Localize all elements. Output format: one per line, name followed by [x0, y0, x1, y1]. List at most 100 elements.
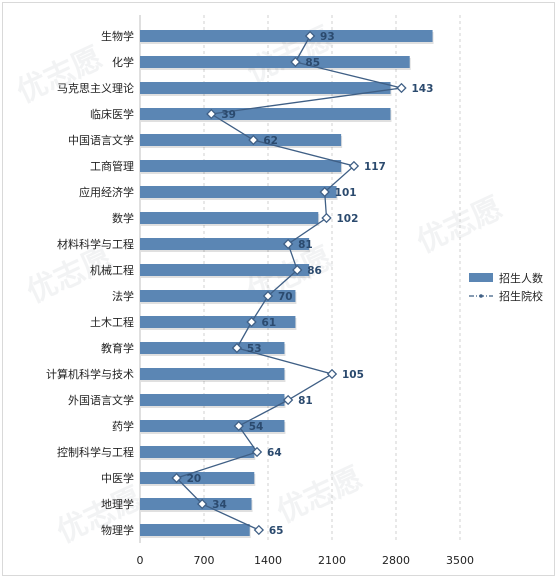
- legend-label-line: 招生院校: [499, 289, 543, 303]
- line-point-5: [348, 160, 360, 172]
- bar-line-chart: 优志愿优志愿优志愿优志愿优志愿优志愿优志愿 938514339621171011…: [12, 15, 543, 567]
- data-label-0: 93: [320, 31, 335, 43]
- category-label-2: 马克思主义理论: [57, 81, 134, 95]
- bar-10: [140, 290, 296, 302]
- tick-label-5: 3500: [446, 554, 474, 567]
- tick-label-4: 2800: [382, 554, 410, 567]
- data-label-14: 81: [298, 395, 313, 407]
- category-label-5: 工商管理: [90, 159, 134, 173]
- category-label-16: 控制科学与工程: [57, 445, 134, 459]
- data-label-4: 62: [263, 135, 278, 147]
- bar-19: [140, 524, 250, 536]
- category-label-0: 生物学: [101, 29, 134, 43]
- bar-14: [140, 394, 285, 406]
- line-point-3: [206, 108, 217, 120]
- line-point-14: [282, 394, 294, 406]
- data-label-15: 54: [249, 421, 264, 433]
- legend-marker-line: [479, 294, 483, 298]
- bar-11: [140, 316, 296, 328]
- line-point-16: [251, 446, 263, 458]
- tick-label-1: 700: [194, 554, 215, 567]
- bar-12: [140, 342, 285, 354]
- bar-6: [140, 186, 337, 198]
- data-label-6: 101: [335, 187, 357, 199]
- data-label-12: 53: [247, 343, 262, 355]
- data-label-3: 39: [221, 109, 236, 121]
- category-label-19: 物理学: [101, 523, 134, 537]
- line-point-13: [326, 368, 338, 380]
- category-label-3: 临床医学: [90, 107, 134, 121]
- tick-label-2: 1400: [254, 554, 282, 567]
- line-point-15: [233, 420, 244, 432]
- bar-18: [140, 498, 252, 510]
- bar-4: [140, 134, 342, 146]
- data-label-17: 20: [187, 473, 202, 485]
- data-label-1: 85: [305, 57, 320, 69]
- bar-0: [140, 30, 433, 42]
- data-label-18: 34: [212, 499, 227, 511]
- data-label-7: 102: [337, 213, 359, 225]
- category-label-13: 计算机科学与技术: [46, 367, 134, 381]
- watermark-text-6: 优志愿: [272, 460, 368, 530]
- line-point-4: [248, 134, 259, 146]
- watermark-text-0: 优志愿: [12, 40, 108, 110]
- category-label-15: 药学: [112, 419, 134, 433]
- tick-label-3: 2100: [318, 554, 346, 567]
- line-point-19: [253, 524, 265, 536]
- category-axis: 生物学化学马克思主义理论临床医学中国语言文学工商管理应用经济学数学材料科学与工程…: [46, 29, 134, 537]
- category-label-6: 应用经济学: [79, 185, 134, 199]
- data-label-11: 61: [262, 317, 277, 329]
- data-label-5: 117: [364, 161, 386, 173]
- line-point-18: [197, 498, 208, 510]
- line-point-1: [290, 56, 301, 68]
- bar-9: [140, 264, 310, 276]
- line-point-12: [231, 342, 243, 354]
- bar-16: [140, 446, 255, 458]
- bar-5: [140, 160, 342, 172]
- line-point-17: [171, 472, 182, 484]
- data-label-16: 64: [267, 447, 282, 459]
- category-label-14: 外国语言文学: [68, 393, 134, 407]
- line-point-8: [282, 238, 294, 250]
- line-path: [175, 35, 402, 531]
- bar-8: [140, 238, 310, 250]
- line-series: 93 85 143 39 62 117 101 102 81 86 70 61 53 105 81 54 64 2…: [171, 30, 433, 537]
- bar-17: [140, 472, 255, 484]
- data-label-19: 65: [269, 525, 284, 537]
- line-point-7: [321, 212, 332, 224]
- data-label-13: 105: [342, 369, 364, 381]
- legend-label-bar: 招生人数: [499, 271, 543, 285]
- tick-label-0: 0: [137, 554, 144, 567]
- category-label-7: 数学: [112, 211, 134, 225]
- category-label-10: 法学: [112, 289, 134, 303]
- category-label-9: 机械工程: [90, 263, 134, 277]
- category-label-4: 中国语言文学: [68, 133, 134, 147]
- category-label-1: 化学: [112, 55, 134, 69]
- category-label-8: 材料科学与工程: [57, 237, 134, 251]
- watermark-text-5: 优志愿: [52, 480, 148, 550]
- line-point-6: [319, 186, 330, 198]
- line-point-2: [396, 82, 407, 94]
- bar-1: [140, 56, 410, 68]
- bar-13: [140, 368, 285, 380]
- line-point-9: [292, 264, 303, 276]
- bar-3: [140, 108, 391, 120]
- data-label-9: 86: [307, 265, 322, 277]
- bar-15: [140, 420, 285, 432]
- data-label-10: 70: [278, 291, 293, 303]
- category-label-12: 教育学: [101, 341, 134, 355]
- line-point-10: [262, 290, 274, 302]
- bar-7: [140, 212, 319, 224]
- watermark-layer: 优志愿优志愿优志愿优志愿优志愿优志愿优志愿: [12, 20, 508, 550]
- line-point-11: [246, 316, 257, 328]
- legend-swatch-bar: [469, 273, 493, 282]
- value-axis: 0 700 1400 2100 2800 3500: [137, 554, 475, 567]
- data-label-8: 81: [298, 239, 313, 251]
- bar-2: [140, 82, 391, 94]
- category-label-18: 地理学: [101, 497, 134, 511]
- line-point-0: [304, 30, 316, 42]
- data-label-2: 143: [411, 83, 433, 95]
- category-label-17: 中医学: [101, 471, 134, 485]
